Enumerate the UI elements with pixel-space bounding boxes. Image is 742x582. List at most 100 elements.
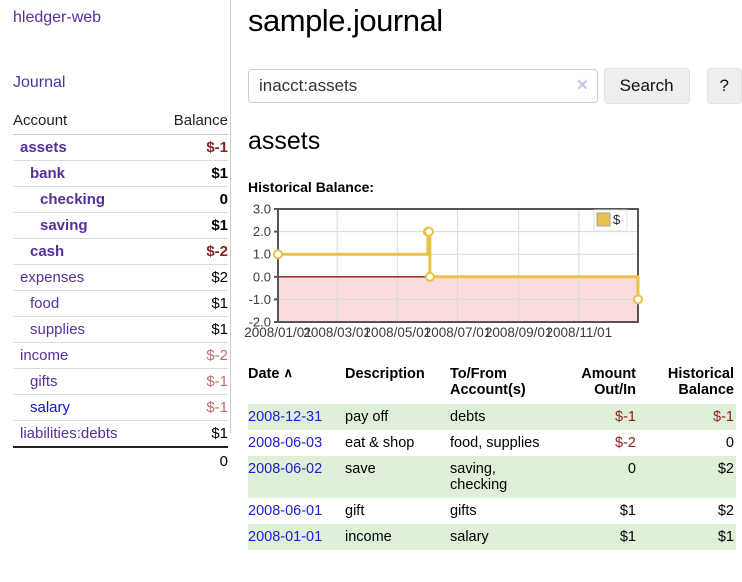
svg-text:2008/03/01: 2008/03/01 bbox=[303, 325, 371, 340]
account-row: assets $-1 bbox=[13, 135, 228, 161]
col-header-amount: Amount Out/In bbox=[581, 366, 636, 398]
transaction-row: 2008-06-01 gift gifts $1 $2 bbox=[248, 498, 736, 524]
account-balance: $-1 bbox=[206, 139, 228, 156]
account-row: expenses $2 bbox=[13, 264, 228, 291]
account-link[interactable]: bank bbox=[30, 165, 66, 182]
account-link[interactable]: expenses bbox=[20, 269, 85, 286]
account-balance: $-1 bbox=[154, 394, 228, 421]
account-balance: 0 bbox=[154, 186, 228, 213]
transaction-date-link[interactable]: 2008-12-31 bbox=[248, 409, 323, 425]
account-balance: $1 bbox=[154, 420, 228, 447]
account-row: gifts $-1 bbox=[13, 368, 228, 395]
svg-text:-1.0: -1.0 bbox=[249, 292, 271, 307]
accounts-header-balance: Balance bbox=[154, 109, 228, 135]
search-form: ✕ Search ? bbox=[248, 68, 742, 104]
account-balance: $1 bbox=[154, 290, 228, 317]
description-cell: save bbox=[345, 461, 376, 477]
transaction-date-link[interactable]: 2008-01-01 bbox=[248, 529, 323, 545]
accounts-cell: gifts bbox=[450, 503, 477, 519]
account-link[interactable]: supplies bbox=[30, 321, 86, 338]
account-row: income $-2 bbox=[13, 342, 228, 369]
balance-cell: $2 bbox=[717, 503, 734, 519]
balance-cell: $1 bbox=[717, 529, 734, 545]
transaction-date-link[interactable]: 2008-06-02 bbox=[248, 461, 323, 477]
svg-text:0.0: 0.0 bbox=[253, 269, 271, 284]
account-link[interactable]: assets bbox=[20, 139, 67, 156]
account-row: food $1 bbox=[13, 290, 228, 317]
svg-text:1.0: 1.0 bbox=[253, 247, 271, 262]
account-balance: $-1 bbox=[154, 368, 228, 395]
svg-text:2008/07/01: 2008/07/01 bbox=[424, 325, 492, 340]
account-heading: assets bbox=[248, 127, 321, 155]
account-link[interactable]: saving bbox=[40, 217, 88, 234]
svg-text:-2.0: -2.0 bbox=[249, 315, 271, 330]
svg-text:2008/01/01: 2008/01/01 bbox=[244, 325, 312, 340]
account-balance: $1 bbox=[154, 316, 228, 343]
account-row: supplies $1 bbox=[13, 316, 228, 343]
account-link[interactable]: salary bbox=[30, 399, 71, 416]
account-balance: $2 bbox=[154, 264, 228, 291]
amount-cell: $-1 bbox=[615, 409, 636, 425]
account-balance: $-2 bbox=[154, 238, 228, 265]
accounts-cell: food, supplies bbox=[450, 435, 540, 451]
account-link[interactable]: income bbox=[20, 347, 69, 364]
sort-asc-icon: ∧ bbox=[283, 365, 293, 380]
accounts-cell: salary bbox=[450, 529, 489, 545]
accounts-cell: saving, checking bbox=[450, 461, 508, 493]
balance-cell: $2 bbox=[717, 461, 734, 477]
page-title: sample.journal bbox=[248, 3, 443, 38]
account-balance: $1 bbox=[154, 212, 228, 239]
account-row: liabilities:debts $1 bbox=[13, 420, 228, 447]
account-row: checking 0 bbox=[13, 186, 228, 213]
register-table: Date ∧ Description To/From Account(s) Am… bbox=[248, 364, 736, 550]
amount-cell: $1 bbox=[619, 503, 636, 519]
description-cell: income bbox=[345, 529, 392, 545]
svg-text:$: $ bbox=[613, 212, 621, 227]
col-header-date: Date ∧ bbox=[248, 365, 293, 382]
account-row: cash $-2 bbox=[13, 238, 228, 265]
main-content: sample.journal ✕ Search ? assets Histori… bbox=[244, 0, 742, 550]
historical-balance-chart: 3.0 2.0 1.0 0.0 -1.0 -2.0 2008/01/01 2008/03/01… bbox=[244, 202, 643, 342]
transaction-date-link[interactable]: 2008-06-03 bbox=[248, 435, 323, 451]
accounts-table: Account Balance assets $-1 bank $1 checking 0… bbox=[13, 109, 228, 474]
account-link[interactable]: liabilities:debts bbox=[20, 425, 118, 442]
amount-cell: $-2 bbox=[615, 435, 636, 451]
account-balance: $1 bbox=[154, 160, 228, 187]
transaction-date-link[interactable]: 2008-06-01 bbox=[248, 503, 323, 519]
amount-cell: 0 bbox=[627, 461, 636, 477]
search-button[interactable]: Search bbox=[603, 68, 690, 104]
clear-search-icon[interactable]: ✕ bbox=[576, 77, 589, 94]
account-link[interactable]: food bbox=[30, 295, 60, 312]
account-row: saving $1 bbox=[13, 212, 228, 239]
help-button[interactable]: ? bbox=[706, 68, 742, 104]
col-header-description: Description bbox=[345, 366, 425, 382]
balance-cell: 0 bbox=[725, 435, 734, 451]
description-cell: pay off bbox=[345, 409, 389, 425]
description-cell: eat & shop bbox=[345, 435, 415, 451]
svg-text:2008/11/01: 2008/11/01 bbox=[546, 325, 613, 340]
app-brand-link[interactable]: hledger-web bbox=[13, 9, 102, 26]
col-header-accounts: To/From Account(s) bbox=[450, 366, 526, 398]
account-link[interactable]: cash bbox=[30, 243, 65, 260]
search-input[interactable] bbox=[248, 69, 598, 103]
account-link[interactable]: gifts bbox=[30, 373, 58, 390]
account-row: bank $1 bbox=[13, 160, 228, 187]
amount-cell: $1 bbox=[619, 529, 636, 545]
description-cell: gift bbox=[345, 503, 365, 519]
transaction-row: 2008-06-03 eat & shop food, supplies $-2 0 bbox=[248, 430, 736, 456]
accounts-cell: debts bbox=[450, 409, 486, 425]
transaction-row: 2008-06-02 save saving, checking 0 $2 bbox=[248, 456, 736, 498]
col-header-balance: Historical Balance bbox=[667, 366, 734, 398]
svg-text:2008/09/01: 2008/09/01 bbox=[485, 325, 553, 340]
svg-text:3.0: 3.0 bbox=[253, 202, 271, 217]
account-row: salary $-1 bbox=[13, 394, 228, 421]
account-link[interactable]: checking bbox=[40, 191, 106, 208]
sidebar-item-journal[interactable]: Journal bbox=[13, 74, 66, 91]
balance-cell: $-1 bbox=[713, 409, 734, 425]
accounts-total-balance: 0 bbox=[154, 446, 228, 474]
svg-text:2.0: 2.0 bbox=[253, 224, 271, 239]
transaction-row: 2008-12-31 pay off debts $-1 $-1 bbox=[248, 404, 736, 430]
accounts-header-account: Account bbox=[13, 109, 155, 135]
svg-text:2008/05/01: 2008/05/01 bbox=[364, 325, 432, 340]
chart-title: Historical Balance: bbox=[248, 179, 375, 195]
